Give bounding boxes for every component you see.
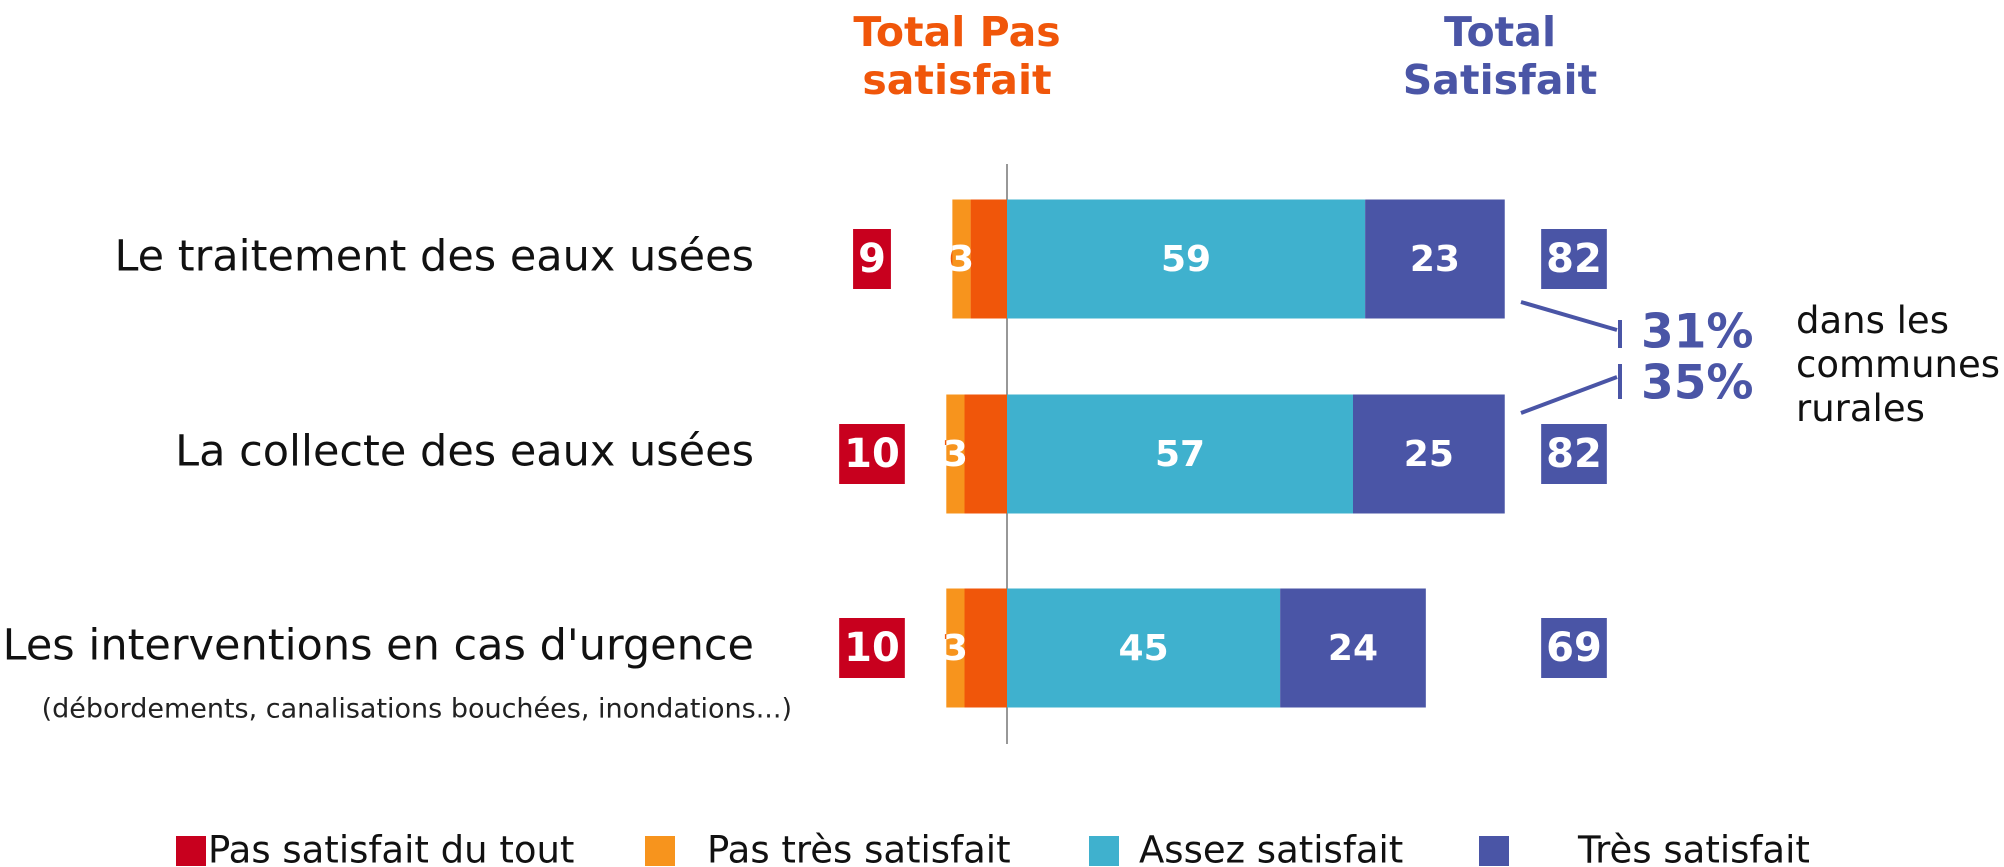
legend-swatch [645, 836, 675, 866]
bar-segment [946, 394, 965, 514]
legend-label: Très satisfait [1577, 829, 1810, 867]
annotation-label: 31% [1641, 305, 1754, 360]
category-label: Les interventions en cas d'urgence [3, 621, 754, 671]
legend-swatch [1479, 836, 1509, 866]
segment-label: 25 [1404, 434, 1454, 475]
segment-label: 59 [1161, 239, 1211, 280]
total-header: Total Satisfait [1403, 8, 1597, 104]
legend-swatch [176, 836, 206, 866]
legend-label: Assez satisfait [1139, 829, 1403, 867]
segment-label: 57 [1155, 434, 1205, 475]
legend-label: Pas très satisfait [707, 829, 1011, 867]
total-box [853, 229, 891, 289]
total-box [839, 424, 905, 484]
segment-label: 23 [1410, 239, 1460, 280]
bar-segment [952, 199, 971, 319]
bar-segment [1007, 588, 1281, 708]
category-note: (débordements, canalisations bouchées, i… [42, 694, 792, 725]
segment-label: 3 [943, 628, 968, 669]
segment-label: 3 [949, 239, 974, 280]
annotation-label: 35% [1641, 356, 1754, 411]
bar-segment [1007, 199, 1366, 319]
segment-label: 3 [943, 434, 968, 475]
bar-segment [970, 199, 1007, 319]
connector [1520, 375, 1618, 415]
total-label: 69 [1546, 625, 1602, 671]
bar-segment [1007, 394, 1353, 514]
bar-segment [1280, 588, 1426, 708]
bar-segment [964, 588, 1007, 708]
connector [1520, 300, 1618, 332]
annotation-note: dans les communes rurales [1796, 299, 2000, 430]
segment-label: 45 [1119, 628, 1169, 669]
total-label: 9 [858, 236, 886, 282]
bar-segment [964, 394, 1007, 514]
total-box [839, 618, 905, 678]
total-label: 10 [844, 431, 900, 477]
segment-label: 24 [1328, 628, 1378, 669]
category-label: Le traitement des eaux usées [114, 232, 754, 282]
category-label: La collecte des eaux usées [175, 427, 754, 477]
total-box [1541, 229, 1607, 289]
total-label: 10 [844, 625, 900, 671]
total-box [1541, 618, 1607, 678]
legend-label: Pas satisfait du tout [208, 829, 574, 867]
bar-segment [946, 588, 965, 708]
total-box [1541, 424, 1607, 484]
legend-swatch [1089, 836, 1119, 866]
total-label: 82 [1546, 236, 1602, 282]
total-header: Total Pas satisfait [853, 8, 1060, 104]
bar-segment [1352, 394, 1505, 514]
bar-segment [1365, 199, 1505, 319]
total-label: 82 [1546, 431, 1602, 477]
